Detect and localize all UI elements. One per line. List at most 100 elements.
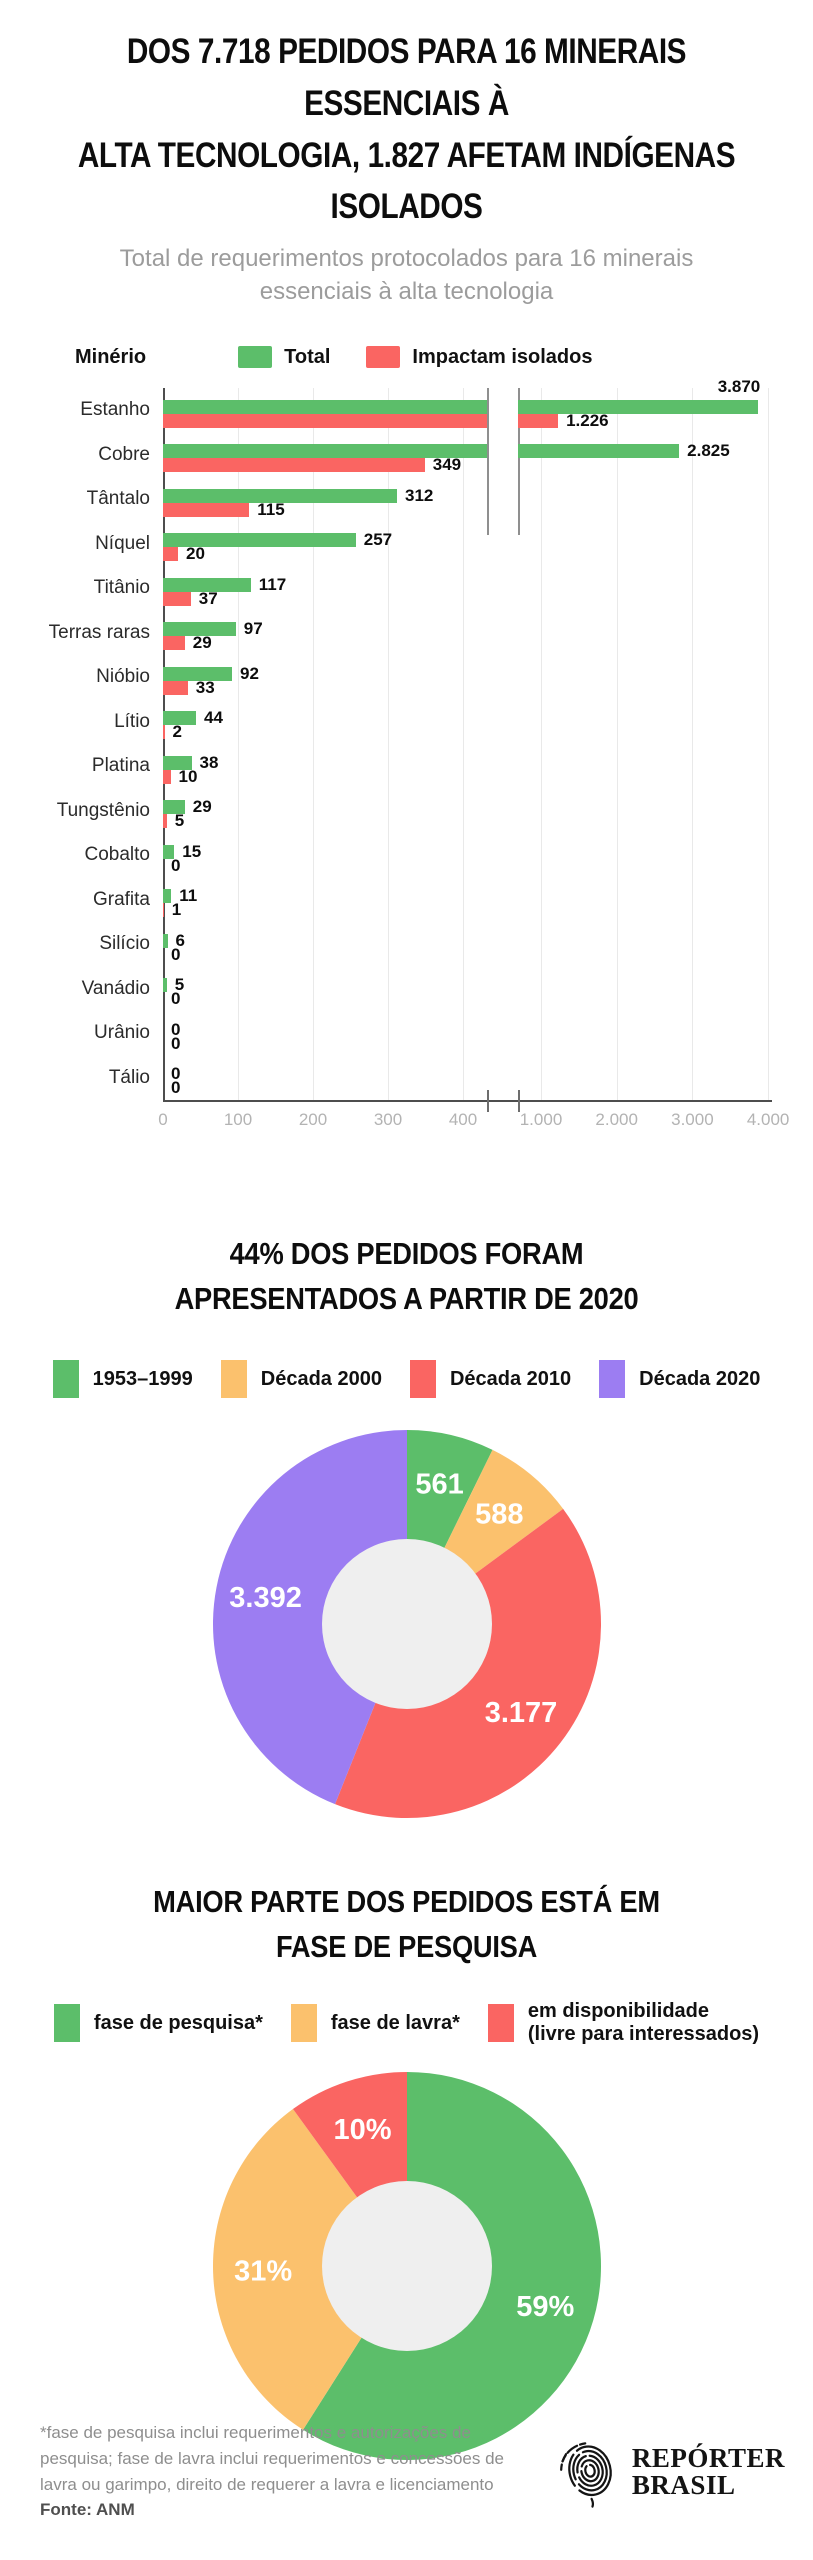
bar-segment [163, 903, 164, 918]
donut-slice-label: 3.177 [484, 1697, 557, 1729]
bar-value-label: 29 [192, 797, 212, 817]
x-tick-label: 0 [158, 1110, 168, 1130]
bar-segment [163, 547, 178, 562]
bar-row: Tálio 0 0 [0, 1056, 813, 1101]
legend-item-decada-2000: Década 2000 [220, 1360, 382, 1399]
legend-label-fase-lavra: fase de lavra* [330, 2011, 460, 2034]
bar-segment [163, 755, 192, 770]
decades-chart-title: 44% DOS PEDIDOS FORAM APRESENTADOS A PAR… [49, 1232, 764, 1322]
legend-label-decada-2020: Década 2020 [639, 1367, 761, 1390]
decades-donut-chart: 561 588 3.177 3.392 [0, 1428, 813, 1820]
bar-value-label: 5 [174, 811, 185, 831]
axis-break-tick [518, 1090, 520, 1113]
bar-value-label: 38 [199, 752, 219, 772]
donut-hole [321, 2181, 492, 2352]
bar-area: 29 5 [163, 789, 813, 834]
bar-segment [163, 844, 175, 859]
mineral-label: Grafita [92, 888, 150, 910]
donut-slice-label: 59% [516, 2291, 574, 2323]
bar-value-label: 115 [257, 499, 285, 519]
bar-segment [163, 933, 168, 948]
bar-value-label: 0 [171, 944, 181, 964]
bar-segment [163, 488, 397, 503]
bar-segment [518, 444, 680, 459]
bar-row: Platina 38 10 [0, 744, 813, 789]
bar-value-label: 1.226 [566, 410, 609, 430]
mineral-label: Nióbio [96, 666, 150, 688]
bar-area: 2.825 349 [163, 433, 813, 478]
donut-slice-label: 561 [415, 1469, 463, 1501]
legend-label-fase-pesquisa: fase de pesquisa* [93, 2011, 263, 2034]
bar-segment [163, 444, 487, 459]
legend-item-decada-2020: Década 2020 [599, 1360, 761, 1399]
bar-value-label: 44 [204, 708, 223, 728]
mineral-label: Urânio [94, 1022, 150, 1044]
bar-area: 44 2 [163, 700, 813, 745]
x-tick-label: 1.000 [519, 1110, 563, 1130]
source-label: Fonte: ANM [40, 2500, 135, 2520]
footnote-line2: pesquisa; fase de lavra inclui requerime… [40, 2448, 504, 2468]
donut-slice-label: 3.392 [229, 1582, 302, 1614]
bar-segment [163, 533, 356, 548]
donut-hole [321, 1539, 492, 1710]
legend-label-disponibilidade-line1: em disponibilidade [527, 2000, 709, 2023]
mineral-label: Cobalto [84, 844, 151, 866]
bar-row: Grafita 11 1 [0, 878, 813, 923]
bar-segment [163, 978, 167, 993]
legend-swatch-decada-2020 [599, 1360, 626, 1399]
bar-area: 97 29 [163, 611, 813, 656]
bar-row: Urânio 0 0 [0, 1011, 813, 1056]
bar-area: 257 20 [163, 522, 813, 567]
legend-swatch-decada-2000 [220, 1360, 247, 1399]
bar-segment [518, 413, 559, 428]
legend-item-disponibilidade: em disponibilidade (livre para interessa… [487, 2000, 759, 2046]
legend-swatch-1953-1999 [52, 1360, 79, 1399]
bar-value-label: 117 [258, 574, 287, 594]
legend-label-disponibilidade: em disponibilidade (livre para interessa… [528, 2000, 759, 2046]
x-tick-label: 300 [373, 1110, 403, 1130]
bar-row: Nióbio 92 33 [0, 655, 813, 700]
donut-slice [212, 2109, 407, 2430]
legend-label-decada-2000: Década 2000 [260, 1367, 382, 1390]
bar-value-label: 2.825 [687, 441, 730, 461]
bar-row: Titânio 117 37 [0, 566, 813, 611]
logo-text-line2: BRASIL [631, 2469, 736, 2500]
reporter-brasil-logo: REPÓRTER BRASIL [556, 2435, 785, 2509]
bar-area: 312 115 [163, 477, 813, 522]
bar-segment [163, 725, 165, 740]
page-subtitle: Total de requerimentos protocolados para… [0, 243, 813, 308]
decades-title-line1: 44% DOS PEDIDOS FORAM [229, 1236, 584, 1272]
bar-value-label: 257 [363, 530, 393, 550]
bar-row: Terras raras 97 29 [0, 611, 813, 656]
page-subtitle-line1: Total de requerimentos protocolados para… [119, 245, 694, 273]
phases-title-line2: FASE DE PESQUISA [275, 1929, 538, 1965]
bar-segment [163, 769, 171, 784]
bar-area: 11 1 [163, 878, 813, 923]
axis-break-tick [487, 1090, 489, 1113]
donut-slice-label: 31% [234, 2256, 292, 2288]
mineral-label: Tântalo [86, 488, 150, 510]
bar-value-label: 0 [171, 1033, 181, 1053]
mineral-label: Lítio [114, 710, 150, 732]
bar-value-label: 92 [240, 663, 259, 683]
bar-value-label: 20 [186, 544, 205, 564]
x-tick-label: 2.000 [595, 1110, 638, 1130]
bar-value-label: 6 [175, 930, 185, 950]
bar-segment [163, 814, 167, 829]
fingerprint-brazil-icon [559, 2441, 612, 2509]
legend-label-1953-1999: 1953–1999 [92, 1367, 193, 1390]
bar-row: Vanádio 5 0 [0, 967, 813, 1012]
mineral-label: Vanádio [81, 977, 150, 999]
bar-segment [163, 800, 185, 815]
bar-segment [163, 636, 185, 651]
donut-svg: 59% 31% 10% [212, 2072, 601, 2461]
bar-value-label: 2 [172, 722, 182, 742]
legend-label-impactam-isolados: Impactam isolados [412, 345, 593, 368]
bar-chart-legend: Minério Total Impactam isolados [75, 342, 813, 372]
phases-donut-chart: 59% 31% 10% [0, 2070, 813, 2462]
bar-row: Silício 6 0 [0, 922, 813, 967]
bar-row: Tântalo 312 115 [0, 477, 813, 522]
x-tick-label: 3.000 [671, 1110, 714, 1130]
legend-swatch-impactam-isolados [366, 346, 401, 369]
